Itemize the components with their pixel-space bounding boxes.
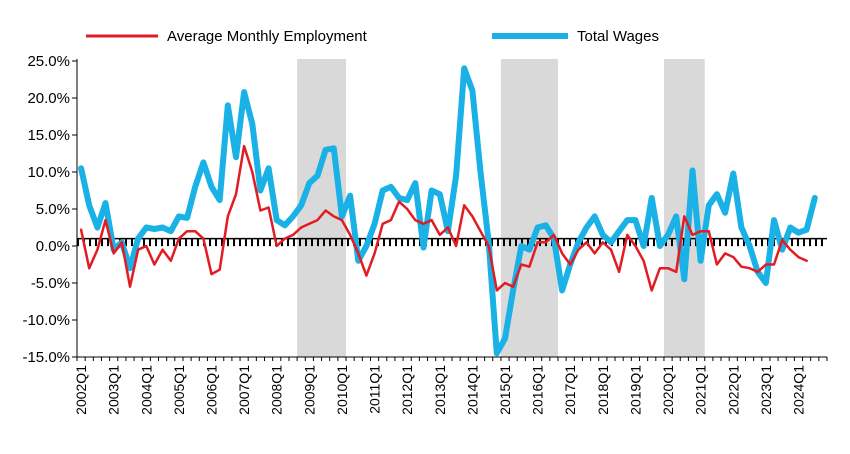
series-line-wages — [78, 65, 818, 357]
x-tick-label: 2020Q1 — [660, 365, 676, 415]
y-tick-label: 15.0% — [27, 127, 70, 144]
x-tick-label: 2009Q1 — [301, 365, 317, 415]
y-tick-label: 0.0% — [36, 238, 70, 255]
x-tick-label: 2021Q1 — [693, 365, 709, 415]
x-tick-label: 2017Q1 — [562, 365, 578, 415]
y-tick-label: -10.0% — [22, 312, 70, 329]
x-tick-label: 2015Q1 — [497, 365, 513, 415]
y-axis-ticks: 25.0% 20.0% 15.0% 10.0% 5.0% 0.0% -5.0% -10.0% -… — [22, 53, 77, 366]
x-axis-ticks: 2002Q1 2003Q1 2004Q1 2005Q1 2006Q1 2007Q1 2008… — [73, 357, 828, 415]
x-tick-label: 2016Q1 — [530, 365, 546, 415]
y-tick-label: 20.0% — [27, 90, 70, 107]
x-tick-label: 2022Q1 — [725, 365, 741, 415]
x-tick-label: 2002Q1 — [73, 365, 89, 415]
x-tick-label: 2014Q1 — [464, 365, 480, 415]
x-tick-label: 2024Q1 — [790, 365, 806, 415]
x-tick-label: 2006Q1 — [204, 365, 220, 415]
legend-label-employment: Average Monthly Employment — [167, 28, 368, 45]
x-tick-label: 2004Q1 — [138, 365, 154, 415]
x-tick-label: 2003Q1 — [106, 365, 122, 415]
x-tick-label: 2007Q1 — [236, 365, 252, 415]
legend: Average Monthly Employment Total Wages — [86, 28, 659, 45]
x-tick-label: 2005Q1 — [171, 365, 187, 415]
x-tick-label: 2013Q1 — [432, 365, 448, 415]
shaded-regions — [297, 59, 705, 357]
x-tick-label: 2019Q1 — [627, 365, 643, 415]
x-tick-label: 2018Q1 — [595, 365, 611, 415]
x-tick-label: 2008Q1 — [269, 365, 285, 415]
y-tick-label: 5.0% — [36, 201, 70, 218]
y-tick-label: -5.0% — [31, 275, 70, 292]
x-tick-label: 2012Q1 — [399, 365, 415, 415]
y-tick-label: 10.0% — [27, 164, 70, 181]
shaded-region-1 — [297, 59, 347, 357]
x-tick-label: 2010Q1 — [334, 365, 350, 415]
y-tick-label: -15.0% — [22, 349, 70, 366]
y-tick-label: 25.0% — [27, 53, 70, 70]
x-tick-label: 2023Q1 — [758, 365, 774, 415]
series-lines — [78, 65, 818, 357]
x-tick-label: 2011Q1 — [367, 365, 383, 414]
series-line-employment — [79, 144, 808, 292]
legend-label-wages: Total Wages — [577, 28, 659, 45]
